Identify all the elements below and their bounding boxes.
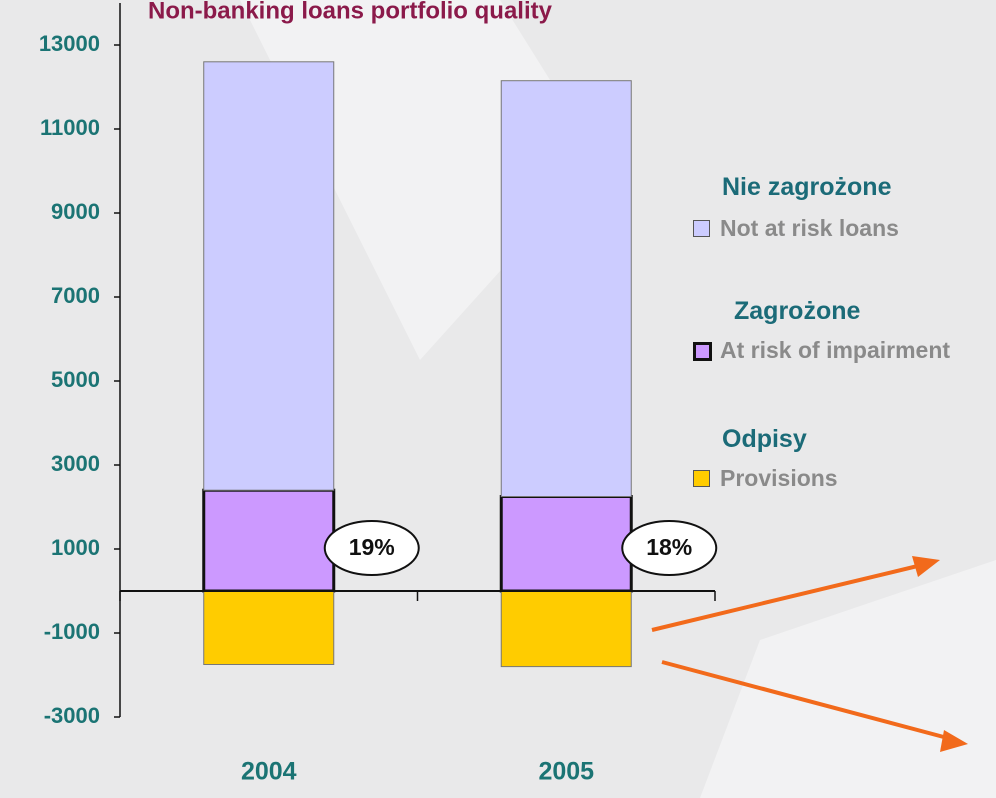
arrow bbox=[661, 660, 956, 742]
legend-title-pl: Zagrożone bbox=[734, 297, 861, 325]
bar-segment bbox=[203, 61, 335, 491]
share-label: 18% bbox=[646, 534, 692, 560]
y-tick-label: -3000 bbox=[44, 703, 100, 728]
y-tick-label: 1000 bbox=[51, 535, 100, 560]
bar-segment bbox=[202, 488, 336, 593]
legend-swatch bbox=[693, 220, 710, 237]
x-tick-label: 2005 bbox=[538, 758, 594, 786]
bg-shape bbox=[700, 560, 996, 798]
bar-segment bbox=[500, 80, 632, 497]
share-callout bbox=[621, 520, 718, 576]
legend-swatch bbox=[693, 342, 712, 361]
y-tick-label: 11000 bbox=[40, 115, 100, 140]
arrow-head bbox=[940, 730, 968, 752]
legend-label: Not at risk loans bbox=[720, 215, 899, 241]
x-tick-label: 2004 bbox=[241, 758, 297, 786]
bar-segment bbox=[500, 590, 632, 668]
share-label: 19% bbox=[349, 534, 395, 560]
arrow bbox=[651, 561, 931, 632]
bar-segment bbox=[203, 590, 335, 665]
chart-title: Non-banking loans portfolio quality bbox=[148, 0, 553, 24]
bar-segment bbox=[499, 495, 633, 593]
legend-title-pl: Nie zagrożone bbox=[722, 173, 892, 201]
legend-title-pl: Odpisy bbox=[722, 425, 807, 453]
legend-label: Provisions bbox=[720, 465, 838, 491]
y-tick-label: 13000 bbox=[39, 31, 100, 56]
y-tick-label: 5000 bbox=[51, 367, 100, 392]
legend-swatch bbox=[693, 470, 710, 487]
y-tick-label: 9000 bbox=[51, 199, 100, 224]
arrow-head bbox=[912, 556, 940, 577]
y-tick-label: 7000 bbox=[51, 283, 100, 308]
y-tick-label: -1000 bbox=[44, 619, 100, 644]
share-callout bbox=[323, 520, 420, 576]
y-tick-label: 3000 bbox=[51, 451, 100, 476]
legend-label: At risk of impairment bbox=[720, 337, 951, 363]
